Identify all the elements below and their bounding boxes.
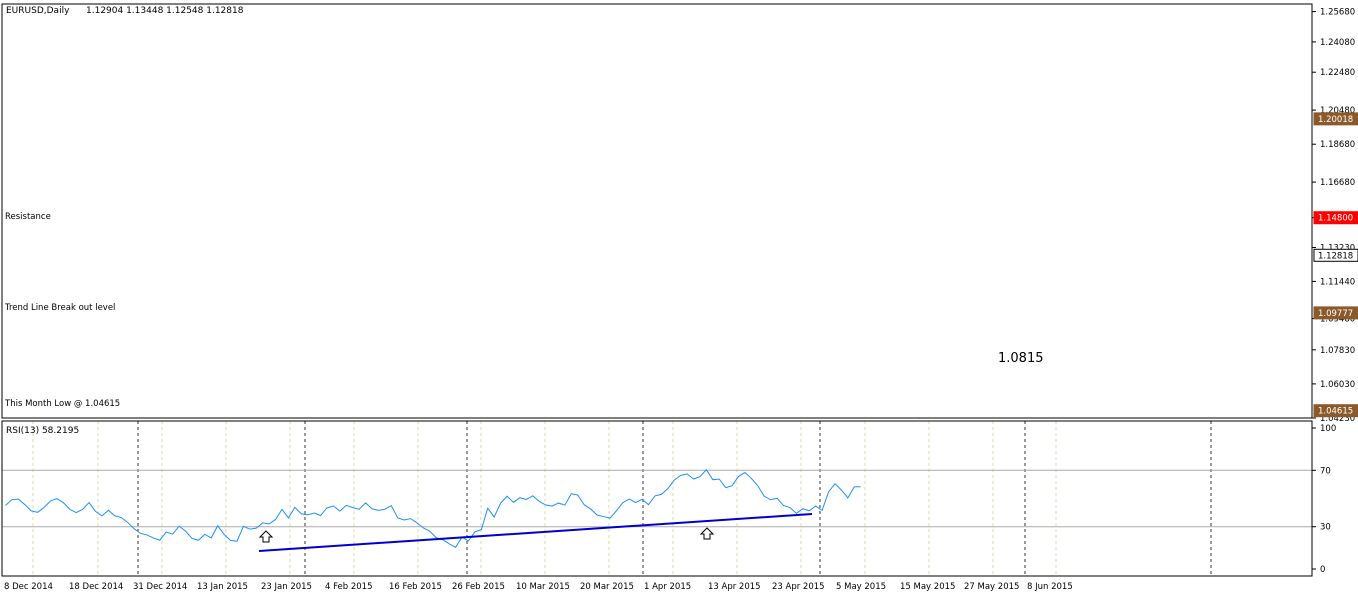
arrow-up-icon (699, 527, 715, 540)
rsi-label: RSI(13) 58.2195 (6, 426, 79, 436)
price-tick-label: 1.22480 (1320, 68, 1355, 78)
time-axis-label: 8 Jun 2015 (1027, 582, 1073, 592)
price-tag (1313, 306, 1358, 320)
price-tick-label: 1.25680 (1320, 8, 1355, 18)
price-tick-label: 1.04230 (1320, 414, 1355, 424)
rsi-line (5, 468, 861, 548)
symbol-label: EURUSD,Daily (6, 6, 70, 16)
time-axis-label: 5 May 2015 (836, 582, 886, 592)
level-1-0815-label: 1.0815 (998, 351, 1044, 366)
rsi-tick-label: 100 (1320, 424, 1336, 434)
time-axis-label: 23 Apr 2015 (772, 582, 825, 592)
rsi-tick-label: 70 (1320, 466, 1331, 476)
price-tick-label: 1.16680 (1320, 178, 1355, 188)
price-tick-label: 1.09480 (1320, 315, 1355, 325)
time-axis-label: 4 Feb 2015 (325, 582, 373, 592)
time-axis-label: 1 Apr 2015 (644, 582, 691, 592)
price-tag-label: 1.12818 (1318, 251, 1353, 261)
price-tick-label: 1.20480 (1320, 106, 1355, 116)
rsi-panel-frame (1, 420, 1313, 577)
price-tag-label: 1.04615 (1318, 407, 1353, 417)
arrow-up-icon (258, 530, 274, 543)
price-tag (1313, 112, 1358, 126)
time-axis-label: 13 Apr 2015 (708, 582, 761, 592)
price-tick-label: 1.06030 (1320, 380, 1355, 390)
price-tag-label: 1.14800 (1318, 214, 1353, 224)
price-panel-frame (1, 3, 1313, 419)
chart-frame (1, 3, 1313, 577)
price-tick-label: 1.11440 (1320, 277, 1355, 287)
rsi-trend-line (258, 513, 813, 552)
price-tick-label: 1.18680 (1320, 140, 1355, 150)
rsi-tick-label: 30 (1320, 523, 1331, 533)
price-tick-label: 1.24080 (1320, 38, 1355, 48)
time-axis-label: 26 Feb 2015 (452, 582, 505, 592)
resistance-label: Resistance (5, 212, 51, 222)
price-tag-label: 1.09777 (1318, 309, 1353, 319)
price-tag (1313, 211, 1358, 225)
time-axis-label: 10 Mar 2015 (516, 582, 570, 592)
time-axis-label: 31 Dec 2014 (133, 582, 187, 592)
time-axis-label: 8 Dec 2014 (4, 582, 53, 592)
time-axis-label: 23 Jan 2015 (261, 582, 312, 592)
ohlc-readout: 1.12904 1.13448 1.12548 1.12818 (86, 6, 244, 16)
rsi-panel: 100 70 30 0 (2, 424, 1336, 575)
price-tag (1313, 248, 1358, 262)
time-axis-label: 20 Mar 2015 (580, 582, 634, 592)
price-tick-label: 1.13230 (1320, 243, 1355, 253)
rsi-tick-label: 0 (1320, 565, 1325, 575)
time-axis-label: 18 Dec 2014 (69, 582, 123, 592)
trend-break-label: Trend Line Break out level (4, 303, 115, 313)
time-axis-label: 27 May 2015 (964, 582, 1019, 592)
price-tick-label: 1.07830 (1320, 346, 1355, 356)
time-axis-label: 15 May 2015 (900, 582, 955, 592)
time-axis: 8 Dec 2014 18 Dec 2014 31 Dec 2014 13 Jan 2… (4, 582, 1073, 592)
price-tag (1313, 404, 1358, 418)
time-axis-label: 16 Feb 2015 (389, 582, 442, 592)
price-tag-label: 1.20018 (1318, 115, 1353, 125)
month-low-label: This Month Low @ 1.04615 (4, 399, 120, 409)
time-axis-label: 13 Jan 2015 (197, 582, 248, 592)
price-tags: 1.20018 1.14800 1.12818 1.09777 1.04615 (1313, 112, 1358, 418)
